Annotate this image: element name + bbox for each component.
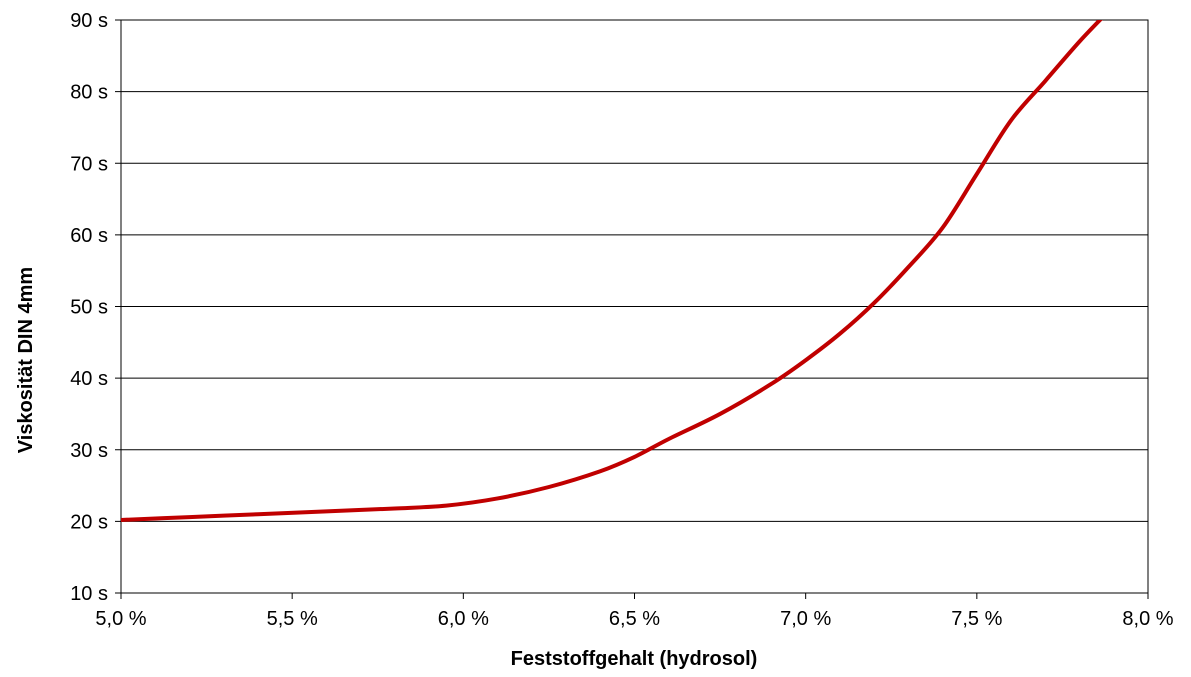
y-tick-label: 40 s — [70, 368, 108, 390]
tick-labels: 10 s 20 s 30 s 40 s 50 s 60 s 70 s 80 s 90 s 5,0 … — [70, 10, 1174, 630]
x-tick-label: 5,5 % — [267, 608, 318, 630]
series-layer — [121, 20, 1103, 522]
x-tick-label: 5,0 % — [95, 608, 146, 630]
y-tick-label: 90 s — [70, 10, 108, 32]
y-tick-label: 60 s — [70, 225, 108, 247]
x-tick-label: 7,5 % — [951, 608, 1002, 630]
y-tick-label: 30 s — [70, 440, 108, 462]
x-tick-label: 7,0 % — [780, 608, 831, 630]
y-tick-label: 50 s — [70, 297, 108, 319]
y-tick-label: 20 s — [70, 511, 108, 533]
x-tick-label: 6,0 % — [438, 608, 489, 630]
y-tick-label: 10 s — [70, 583, 108, 605]
x-tick-label: 8,0 % — [1122, 608, 1173, 630]
y-tick-label: 70 s — [70, 153, 108, 175]
x-axis-title: Feststoffgehalt (hydrosol) — [511, 648, 758, 670]
gridlines — [121, 91, 1148, 522]
y-axis-title: Viskosität DIN 4mm — [15, 267, 37, 453]
axis-ticks — [115, 19, 1149, 599]
y-tick-label: 80 s — [70, 82, 108, 104]
series-line — [121, 20, 1103, 522]
x-tick-label: 6,5 % — [609, 608, 660, 630]
